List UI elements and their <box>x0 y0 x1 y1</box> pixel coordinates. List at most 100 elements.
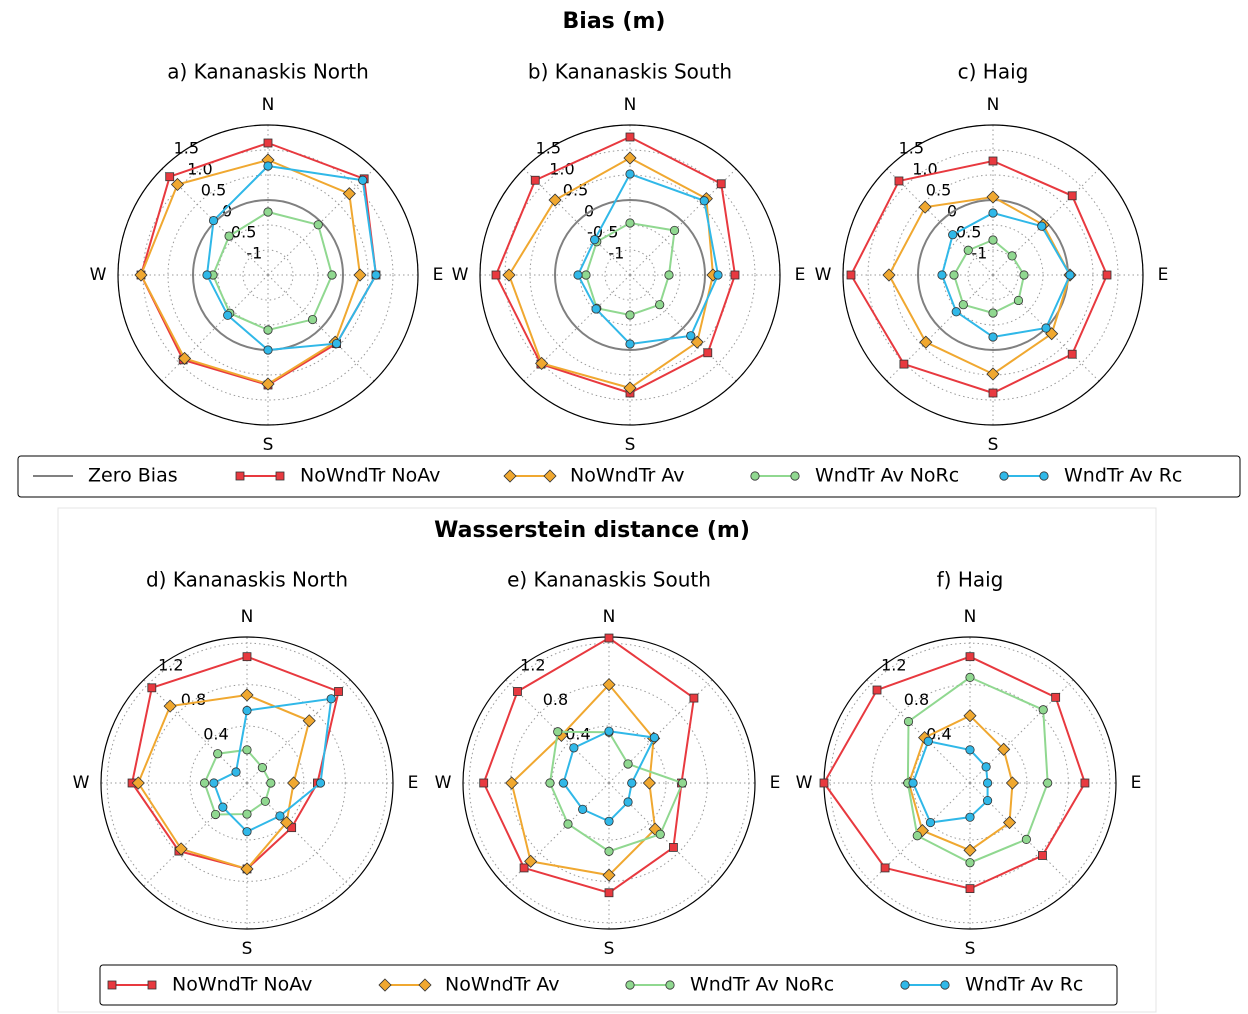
direction-label: S <box>242 939 253 959</box>
spoke <box>969 782 1074 887</box>
marker <box>623 151 637 165</box>
marker <box>326 694 336 704</box>
marker <box>210 809 221 820</box>
marker <box>677 778 688 788</box>
legend-label: WndTr Av Rc <box>1064 465 1182 487</box>
legend-marker <box>790 471 800 481</box>
marker <box>963 709 977 723</box>
marker <box>260 796 270 806</box>
legend-marker <box>940 980 950 990</box>
marker <box>604 816 614 826</box>
marker <box>358 175 368 185</box>
marker <box>199 778 210 788</box>
legend-marker <box>999 471 1009 481</box>
marker <box>263 138 273 148</box>
direction-label: N <box>964 607 977 627</box>
marker <box>327 270 337 280</box>
marker <box>1041 323 1051 333</box>
marker <box>625 132 635 142</box>
marker <box>1007 251 1017 261</box>
marker <box>573 270 583 280</box>
marker <box>353 268 367 282</box>
marker <box>1021 834 1031 844</box>
marker <box>925 817 936 828</box>
direction-label: E <box>770 773 781 793</box>
marker <box>1080 778 1090 788</box>
grid-ring <box>871 684 1069 882</box>
marker <box>548 193 562 207</box>
grid-ring <box>529 174 731 376</box>
marker <box>958 300 968 310</box>
marker <box>689 693 699 703</box>
marker <box>479 778 489 788</box>
marker <box>1019 270 1029 280</box>
marker <box>263 207 273 217</box>
marker <box>690 335 704 349</box>
marker <box>1037 221 1047 231</box>
marker <box>951 307 961 317</box>
marker <box>202 270 212 280</box>
marker <box>174 842 188 856</box>
marker <box>578 804 588 814</box>
marker <box>604 726 614 736</box>
spoke <box>143 782 248 887</box>
direction-label: W <box>452 265 469 285</box>
marker <box>1002 815 1017 830</box>
legend-marker <box>625 980 635 990</box>
marker <box>170 177 185 192</box>
direction-label: W <box>435 773 452 793</box>
marker <box>965 812 975 822</box>
marker <box>1051 692 1061 702</box>
marker <box>988 208 998 218</box>
r-tick-label: 0.8 <box>181 690 206 709</box>
legend-marker <box>275 471 285 481</box>
legend-label: NoWndTr Av <box>445 974 560 996</box>
r-tick-label: 0.4 <box>565 725 590 744</box>
legend-label: WndTr Av NoRc <box>690 974 834 996</box>
marker <box>315 778 326 788</box>
marker <box>686 331 696 341</box>
marker <box>1067 191 1077 201</box>
marker <box>231 767 241 777</box>
marker <box>988 388 998 398</box>
legend-label: NoWndTr Av <box>570 465 685 487</box>
marker <box>965 652 975 662</box>
marker <box>242 827 252 837</box>
marker <box>275 811 285 821</box>
r-tick-label: -0.5 <box>950 223 981 242</box>
marker <box>263 345 273 355</box>
r-tick-label: 0.5 <box>201 181 226 200</box>
marker <box>988 332 998 342</box>
marker <box>846 270 856 280</box>
grid-ring <box>106 642 388 924</box>
legend-label: NoWndTr NoAv <box>300 465 440 487</box>
marker <box>505 776 519 790</box>
legend-marker <box>750 471 760 481</box>
marker <box>625 339 635 349</box>
direction-label: E <box>433 265 444 285</box>
grid-ring <box>468 642 750 924</box>
legend-marker <box>235 471 245 481</box>
grid-ring <box>217 224 319 326</box>
outer-circle <box>479 124 781 426</box>
legend-label: Zero Bias <box>88 465 178 487</box>
legend-marker <box>107 980 117 990</box>
chart-title: e) Kananaskis South <box>507 568 711 592</box>
outer-circle <box>100 636 394 930</box>
marker <box>997 742 1011 756</box>
marker <box>313 220 323 230</box>
marker <box>669 843 678 852</box>
series-line <box>130 655 340 871</box>
legend-marker <box>900 980 910 990</box>
grid-ring <box>912 725 1028 841</box>
grid-ring <box>242 249 294 301</box>
legend-marker <box>418 978 432 992</box>
marker <box>949 270 959 280</box>
direction-label: W <box>90 265 107 285</box>
legend-label: WndTr Av Rc <box>965 974 1083 996</box>
marker <box>257 763 267 773</box>
series-line <box>494 135 737 395</box>
marker <box>1065 270 1075 280</box>
